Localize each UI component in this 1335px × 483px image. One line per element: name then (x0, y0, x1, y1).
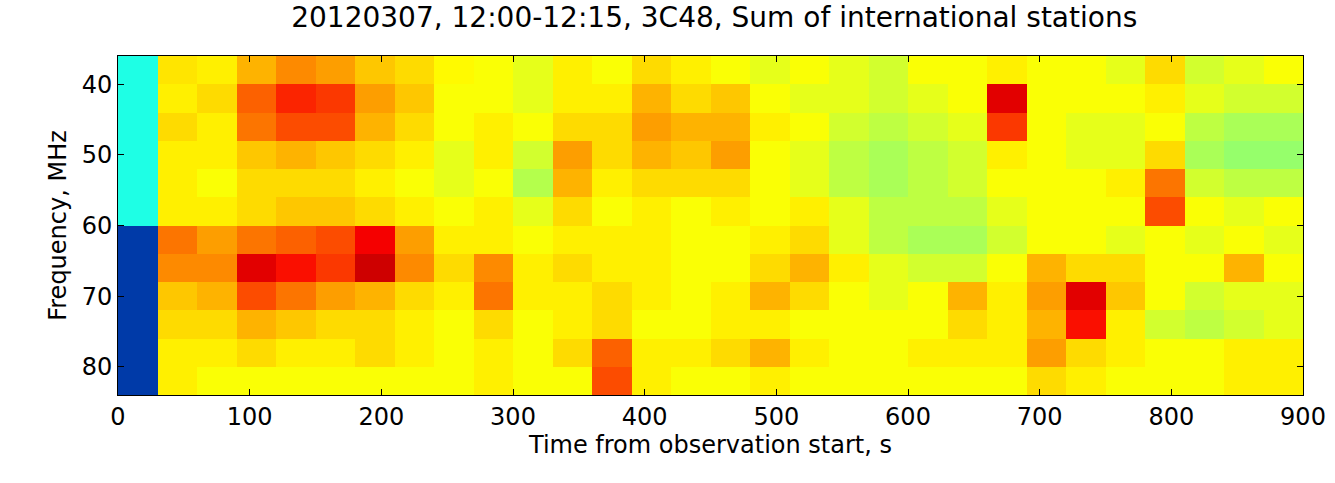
svg-text:40: 40 (82, 71, 113, 99)
svg-text:800: 800 (1148, 403, 1194, 431)
svg-text:700: 700 (1017, 403, 1063, 431)
svg-text:100: 100 (227, 403, 273, 431)
svg-text:60: 60 (82, 212, 113, 240)
svg-text:20120307, 12:00-12:15, 3C48, S: 20120307, 12:00-12:15, 3C48, Sum of inte… (291, 1, 1137, 34)
svg-text:80: 80 (82, 353, 113, 381)
svg-text:50: 50 (82, 141, 113, 169)
svg-text:300: 300 (490, 403, 536, 431)
svg-text:70: 70 (82, 283, 113, 311)
svg-text:600: 600 (885, 403, 931, 431)
svg-text:Time from observation start, s: Time from observation start, s (528, 431, 892, 459)
svg-text:400: 400 (622, 403, 668, 431)
svg-text:900: 900 (1280, 403, 1326, 431)
svg-text:0: 0 (110, 403, 125, 431)
svg-text:500: 500 (753, 403, 799, 431)
svg-text:Frequency, MHz: Frequency, MHz (44, 130, 72, 321)
svg-text:200: 200 (358, 403, 404, 431)
